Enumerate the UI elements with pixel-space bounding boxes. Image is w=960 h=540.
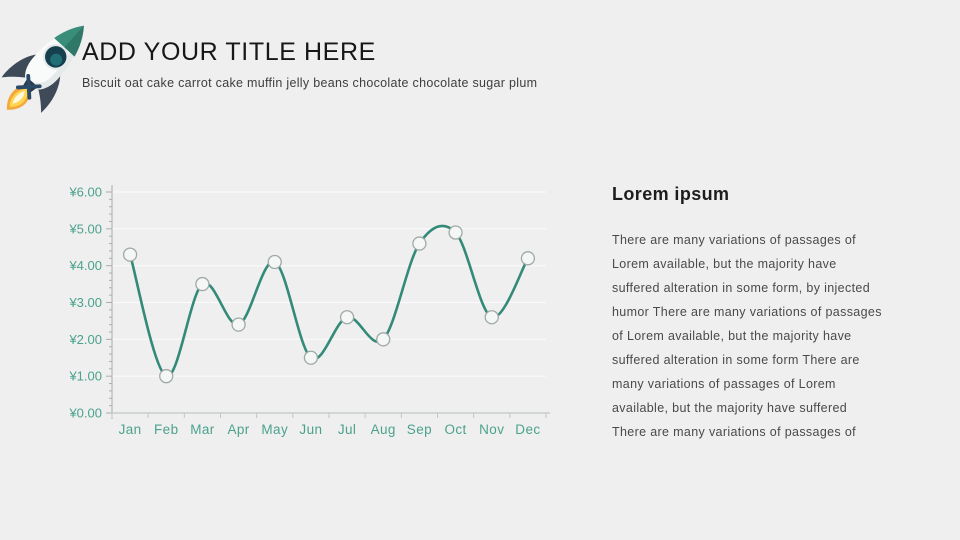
y-axis-label: ¥2.00 [68, 332, 102, 347]
data-point-dec [520, 251, 536, 266]
x-axis-label: Jul [338, 422, 356, 437]
rocket-flame-core [12, 91, 25, 104]
rocket-window-glass [50, 53, 63, 66]
data-point-aug [376, 332, 391, 347]
rocket-nose-shade [64, 25, 84, 57]
data-point-mar [195, 276, 210, 292]
y-axis-label: ¥1.00 [68, 369, 102, 384]
rocket-icon [1, 25, 84, 113]
paragraph-line: suffered alteration in some form There a… [612, 353, 860, 367]
y-axis-label: ¥4.00 [68, 258, 102, 273]
paragraph-line: suffered alteration in some form, by inj… [612, 281, 871, 295]
y-axis-label: ¥5.00 [68, 221, 102, 236]
paragraph-line: humor There are many variations of passa… [612, 305, 882, 319]
data-point-oct [448, 225, 463, 240]
page-subtitle: Biscuit oat cake carrot cake muffin jell… [82, 76, 538, 90]
y-axis-label: ¥3.00 [68, 295, 102, 310]
x-axis-label: Nov [479, 422, 504, 437]
x-axis-label: Apr [227, 422, 249, 437]
rocket-fin-right [37, 73, 61, 113]
rocket-strut [15, 84, 42, 90]
y-axis-label: ¥6.00 [68, 185, 102, 200]
rocket-body-shade [28, 25, 84, 90]
panel-heading: Lorem ipsum [612, 184, 730, 204]
text-panel: Lorem ipsum There are many variations of… [612, 184, 908, 444]
x-axis-label: Mar [190, 422, 215, 437]
data-point-jun [303, 350, 319, 365]
paragraph-line: many variations of passages of Lorem [612, 377, 836, 391]
x-axis-label: Jun [299, 422, 322, 437]
data-point-apr [231, 317, 246, 332]
paragraph-line: Lorem available, but the majority have [612, 257, 837, 271]
data-point-sep [412, 236, 427, 251]
x-axis-label: Aug [371, 422, 396, 437]
slide-header: ADD YOUR TITLE HERE Biscuit oat cake car… [82, 38, 537, 90]
paragraph-line: There are many variations of passages of [612, 425, 856, 439]
x-axis-label: Dec [515, 422, 540, 437]
lorem-paragraph: There are many variations of passages of… [612, 228, 908, 444]
page-title: ADD YOUR TITLE HERE [82, 38, 376, 66]
data-point-feb [159, 369, 174, 384]
data-point-jul [339, 310, 355, 325]
x-axis-label: Sep [407, 422, 432, 437]
paragraph-line: available, but the majority have suffere… [612, 401, 848, 415]
paragraph-line: There are many variations of passages of [612, 233, 856, 247]
paragraph-line: of Lorem available, but the majority hav… [612, 329, 852, 343]
data-point-nov [484, 310, 499, 325]
x-axis-label: Jan [119, 422, 142, 437]
data-line [128, 224, 530, 378]
data-point-may [267, 254, 282, 270]
x-axis-label: Oct [444, 422, 466, 437]
line-chart: ¥0.00 ¥1.00 ¥2.00 ¥3.00 ¥4.00 ¥5.00 ¥6.00 Jan Fe… [68, 185, 550, 437]
x-axis-label: Feb [154, 422, 178, 437]
data-point-jan [122, 247, 138, 262]
x-axis-label: May [261, 422, 288, 437]
y-axis-label: ¥0.00 [68, 406, 102, 421]
